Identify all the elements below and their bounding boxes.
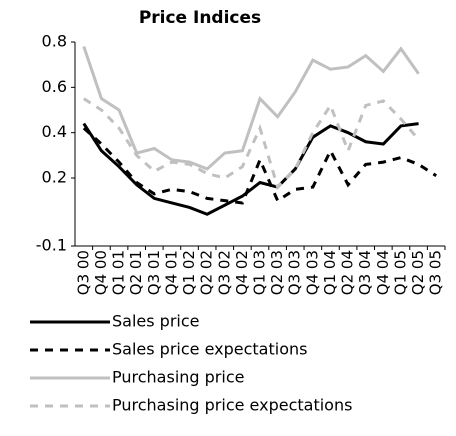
x-tick-label: Q1 05 [391,250,409,295]
x-tick-label: Q1 03 [251,250,269,295]
legend-label: Sales price expectations [112,340,307,359]
x-tick-label: Q1 01 [110,250,128,295]
y-tick-label: 0.6 [42,77,67,96]
x-tick-label: Q4 03 [303,250,321,295]
legend-label: Purchasing price [112,368,244,387]
x-tick-label: Q3 00 [74,250,92,295]
x-tick-label: Q3 02 [215,250,233,295]
series-line [82,97,420,190]
x-tick-label: Q2 04 [339,250,357,295]
x-tick-label: Q4 01 [162,250,180,295]
series-line [82,127,438,205]
series-line [82,46,420,171]
x-tick-label: Q3 04 [356,250,374,295]
x-tick-label: Q3 01 [145,250,163,295]
legend-label: Sales price [112,312,200,331]
y-tick-label: -0.1 [36,236,67,255]
x-tick-label: Q3 03 [286,250,304,295]
x-tick-label: Q1 02 [180,250,198,295]
x-tick-label: Q4 00 [92,250,110,295]
x-tick-label: Q2 01 [127,250,145,295]
legend-label: Purchasing price expectations [112,396,352,415]
x-tick-label: Q2 03 [268,250,286,295]
x-tick-label: Q4 04 [374,250,392,295]
y-tick-label: 0.4 [42,122,67,141]
series-line [82,122,419,216]
y-tick-label: 0.2 [42,168,67,187]
x-tick-label: Q4 02 [233,250,251,295]
x-tick-label: Q2 02 [198,250,216,295]
x-tick-label: Q1 04 [321,250,339,295]
x-tick-label: Q3 05 [427,250,445,295]
x-tick-label: Q2 05 [409,250,427,295]
y-tick-label: 0.8 [42,32,67,51]
chart-title: Price Indices [139,8,261,28]
